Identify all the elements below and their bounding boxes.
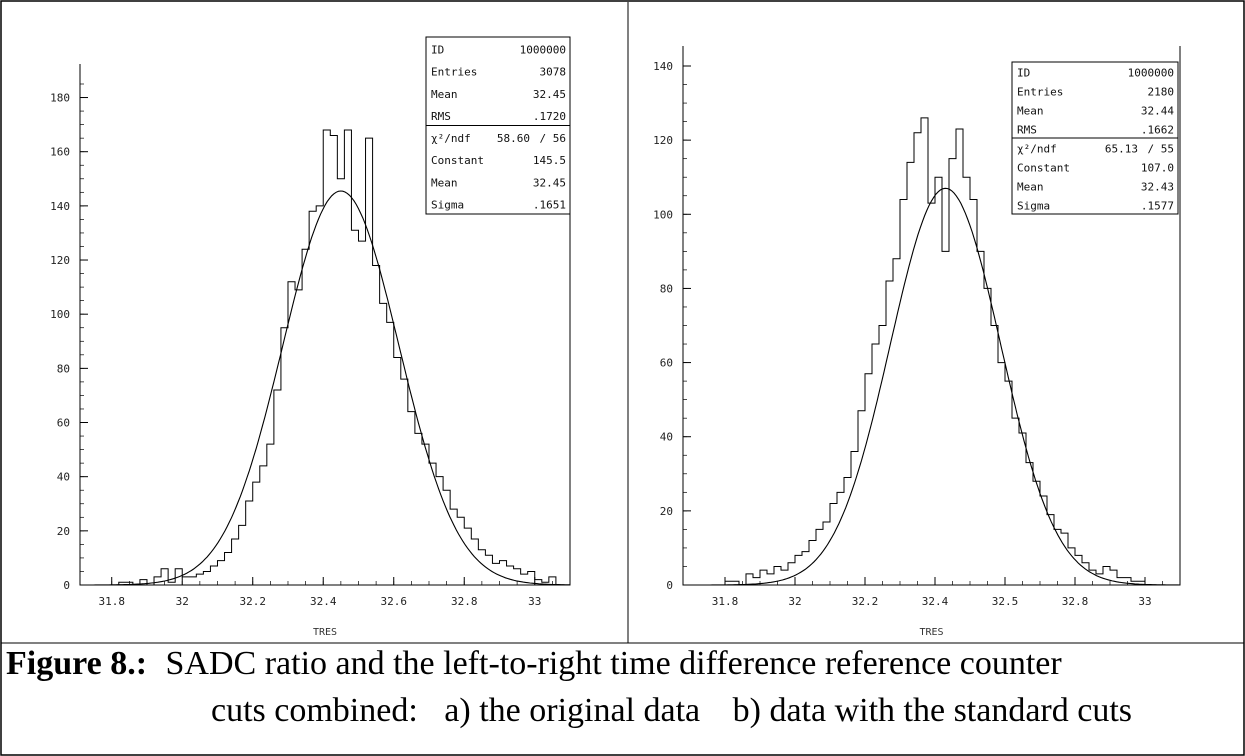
stats-value: 2180 — [1148, 85, 1175, 98]
y-tick-label: 120 — [50, 254, 70, 267]
stats-label: ID — [1017, 66, 1030, 79]
gaussian-fit-curve — [683, 187, 1181, 586]
x-tick-label: 32.4 — [310, 595, 337, 608]
y-tick-label: 80 — [57, 362, 70, 375]
stats-value: 32.45 — [533, 88, 566, 101]
x-tick-label: 32.6 — [380, 595, 407, 608]
y-tick-label: 180 — [50, 92, 70, 105]
stats-value: 58.60 — [497, 132, 530, 145]
stats-label: Sigma — [431, 198, 464, 211]
caption-part-a: a) the original data — [444, 692, 701, 729]
x-tick-label: 31.8 — [712, 595, 739, 608]
histogram-panel-a: 0 20 40 60 80 100 120 140 160 180 31.8 32 32.2 32.4 32… — [50, 36, 571, 638]
stats-label: Mean — [1017, 180, 1044, 193]
stats-value: 3078 — [540, 66, 567, 79]
x-tick-label: 32.5 — [992, 595, 1019, 608]
stats-label: Entries — [431, 66, 477, 79]
stats-label: χ²/ndf — [1017, 142, 1057, 155]
stats-label: Mean — [1017, 104, 1044, 117]
stats-value: 32.45 — [533, 176, 566, 189]
caption-figure-label: Figure 8.: — [6, 645, 148, 682]
stats-value: 1000000 — [1128, 66, 1174, 79]
y-tick-label: 60 — [660, 357, 673, 370]
stats-label: Constant — [1017, 161, 1070, 174]
stats-label: Constant — [431, 154, 484, 167]
stats-label: RMS — [1017, 123, 1037, 136]
stats-value: .1720 — [533, 110, 566, 123]
x-tick-label: 33 — [1138, 595, 1151, 608]
x-axis-label: TRES — [313, 627, 337, 638]
histogram-outline — [718, 117, 1152, 586]
histogram-outline — [111, 129, 570, 586]
y-tick-label: 0 — [666, 579, 673, 592]
caption-line-2: cuts combined: a) the original data b) d… — [211, 694, 1132, 728]
stats-ndf: / 55 — [1148, 142, 1175, 155]
axes-frame — [682, 46, 1181, 586]
y-tick-label: 20 — [57, 525, 70, 538]
y-tick-label: 140 — [653, 60, 673, 73]
caption-line-1: Figure 8.: SADC ratio and the left-to-ri… — [6, 647, 1062, 681]
x-tick-label: 32.2 — [239, 595, 266, 608]
stats-value: .1577 — [1141, 199, 1174, 212]
caption-text-line-1: SADC ratio and the left-to-right time di… — [165, 645, 1062, 682]
x-tick-label: 32.8 — [451, 595, 478, 608]
y-tick-label: 60 — [57, 417, 70, 430]
y-tick-label: 140 — [50, 200, 70, 213]
x-tick-label: 33 — [528, 595, 541, 608]
stats-ndf: / 56 — [540, 132, 567, 145]
stats-value: 107.0 — [1141, 161, 1174, 174]
x-tick-label: 32.4 — [922, 595, 949, 608]
x-axis-label: TRES — [919, 627, 943, 638]
stats-label: Entries — [1017, 85, 1063, 98]
histogram-panel-b: 0 20 40 60 80 100 120 140 31.8 32 32.2 32.4 32.5 32.8… — [653, 46, 1181, 638]
stats-value: .1662 — [1141, 123, 1174, 136]
y-tick-label: 40 — [57, 471, 70, 484]
gaussian-fit-curve — [80, 190, 570, 586]
stats-label: Mean — [431, 176, 458, 189]
stats-label: Mean — [431, 88, 458, 101]
x-tick-label: 31.8 — [98, 595, 125, 608]
y-tick-label: 100 — [50, 308, 70, 321]
caption-part-b: b) data with the standard cuts — [732, 692, 1133, 729]
stats-label: χ²/ndf — [431, 132, 471, 145]
stats-value: 65.13 — [1105, 142, 1138, 155]
y-tick-label: 80 — [660, 282, 673, 295]
y-tick-label: 120 — [653, 134, 673, 147]
stats-value: 1000000 — [520, 44, 566, 57]
stats-value: .1651 — [533, 198, 566, 211]
y-tick-label: 100 — [653, 208, 673, 221]
stats-value: 145.5 — [533, 154, 566, 167]
y-tick-label: 20 — [660, 505, 673, 518]
axes-frame — [79, 64, 571, 586]
x-tick-label: 32.8 — [1062, 595, 1089, 608]
x-tick-label: 32 — [788, 595, 801, 608]
y-tick-label: 160 — [50, 146, 70, 159]
y-tick-label: 40 — [660, 431, 673, 444]
stats-value: 32.43 — [1141, 180, 1174, 193]
stats-label: RMS — [431, 110, 451, 123]
x-tick-label: 32.2 — [852, 595, 879, 608]
caption-cuts-combined: cuts combined: — [211, 692, 418, 729]
x-tick-label: 32 — [176, 595, 189, 608]
y-tick-label: 0 — [63, 579, 70, 592]
stats-value: 32.44 — [1141, 104, 1174, 117]
stats-label: ID — [431, 44, 444, 57]
stats-label: Sigma — [1017, 199, 1050, 212]
